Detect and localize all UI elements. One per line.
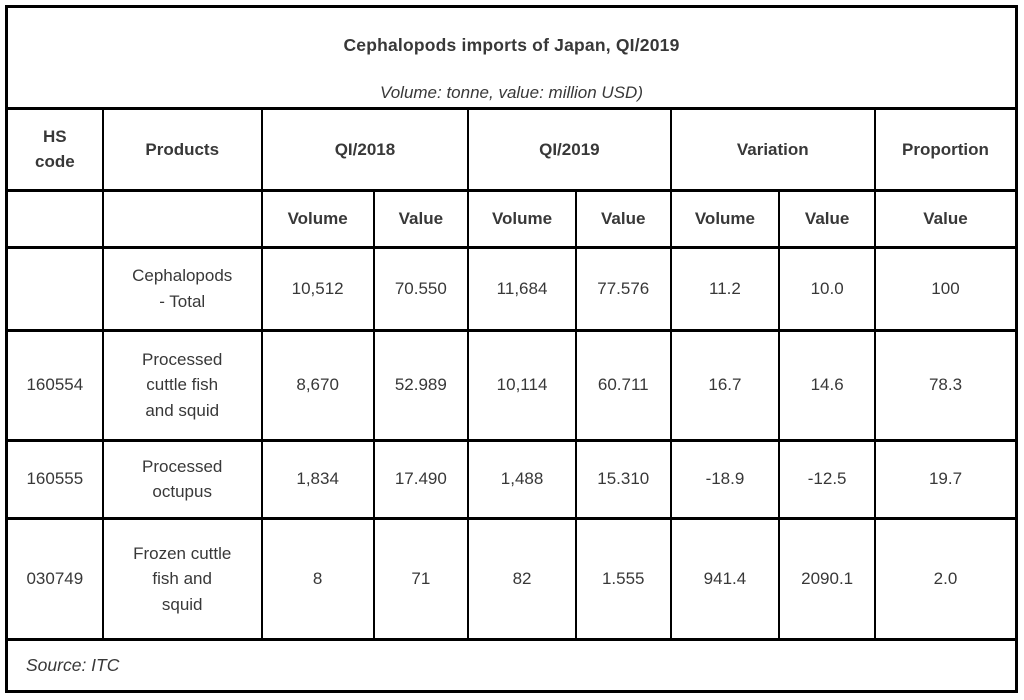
table-row-cephalopods-total: Cephalopods - Total 10,512 70.550 11,684…	[7, 245, 1017, 332]
proportion-cell: 78.3	[873, 328, 1017, 442]
variation-value-cell: 2090.1	[778, 516, 876, 640]
variation-volume-cell: -18.9	[669, 438, 781, 520]
hs-code-cell: 160554	[7, 328, 104, 442]
col-header-proportion: Proportion	[873, 108, 1017, 192]
col-header-q1-2018: QI/2018	[260, 108, 470, 192]
imports-table: HS code Products QI/2018 QI/2019 Variati…	[7, 108, 1017, 640]
q1-2018-volume-cell: 8	[260, 516, 375, 640]
q1-2018-value-cell: 17.490	[372, 438, 470, 520]
q1-2019-volume-cell: 11,684	[467, 245, 577, 332]
table-row-160555: 160555 Processed octupus 1,834 17.490 1,…	[7, 438, 1017, 520]
table-title: Cephalopods imports of Japan, QI/2019	[343, 35, 680, 55]
col-header-hs-code: HS code	[7, 108, 104, 192]
variation-value-cell: 10.0	[778, 245, 876, 332]
q1-2019-volume-cell: 82	[467, 516, 577, 640]
proportion-cell: 19.7	[873, 438, 1017, 520]
q1-2019-volume-cell: 10,114	[467, 328, 577, 442]
hs-code-cell: 160555	[7, 438, 104, 520]
subheader-variation-volume: Volume	[669, 188, 781, 249]
subheader-proportion-value: Value	[873, 188, 1017, 249]
variation-volume-cell: 11.2	[669, 245, 781, 332]
hs-code-cell: 030749	[7, 516, 104, 640]
variation-value-cell: 14.6	[778, 328, 876, 442]
q1-2018-volume-cell: 8,670	[260, 328, 375, 442]
q1-2019-value-cell: 1.555	[574, 516, 672, 640]
q1-2019-value-cell: 77.576	[574, 245, 672, 332]
q1-2018-value-cell: 70.550	[372, 245, 470, 332]
q1-2018-value-cell: 71	[372, 516, 470, 640]
proportion-cell: 2.0	[873, 516, 1017, 640]
subheader-variation-value: Value	[778, 188, 876, 249]
table-subtitle: Volume: tonne, value: million USD)	[380, 83, 643, 102]
table-row-030749: 030749 Frozen cuttle fish and squid 8 71…	[7, 516, 1017, 640]
q1-2018-volume-cell: 1,834	[260, 438, 375, 520]
q1-2018-value-cell: 52.989	[372, 328, 470, 442]
table-frame: Cephalopods imports of Japan, QI/2019 Vo…	[5, 5, 1018, 693]
table-footer-block: Source: ITC	[8, 638, 1015, 690]
subheader-empty-products	[101, 188, 263, 249]
q1-2019-value-cell: 60.711	[574, 328, 672, 442]
subheader-q1-2019-volume: Volume	[467, 188, 577, 249]
product-cell: Cephalopods - Total	[101, 245, 263, 332]
subheader-q1-2019-value: Value	[574, 188, 672, 249]
q1-2019-value-cell: 15.310	[574, 438, 672, 520]
table-title-block: Cephalopods imports of Japan, QI/2019 Vo…	[8, 8, 1015, 110]
col-header-variation: Variation	[669, 108, 876, 192]
source-note: Source: ITC	[26, 655, 120, 675]
col-header-products: Products	[101, 108, 263, 192]
subheader-q1-2018-value: Value	[372, 188, 470, 249]
q1-2019-volume-cell: 1,488	[467, 438, 577, 520]
product-cell: Processed cuttle fish and squid	[101, 328, 263, 442]
variation-value-cell: -12.5	[778, 438, 876, 520]
variation-volume-cell: 941.4	[669, 516, 781, 640]
q1-2018-volume-cell: 10,512	[260, 245, 375, 332]
hs-code-cell	[7, 245, 104, 332]
table-row-160554: 160554 Processed cuttle fish and squid 8…	[7, 328, 1017, 442]
subheader-q1-2018-volume: Volume	[260, 188, 375, 249]
subheader-empty-hs	[7, 188, 104, 249]
col-header-q1-2019: QI/2019	[467, 108, 672, 192]
header-row-groups: HS code Products QI/2018 QI/2019 Variati…	[7, 108, 1017, 192]
proportion-cell: 100	[873, 245, 1017, 332]
product-cell: Processed octupus	[101, 438, 263, 520]
variation-volume-cell: 16.7	[669, 328, 781, 442]
product-cell: Frozen cuttle fish and squid	[101, 516, 263, 640]
header-row-measures: Volume Value Volume Value Volume Value V…	[7, 188, 1017, 249]
